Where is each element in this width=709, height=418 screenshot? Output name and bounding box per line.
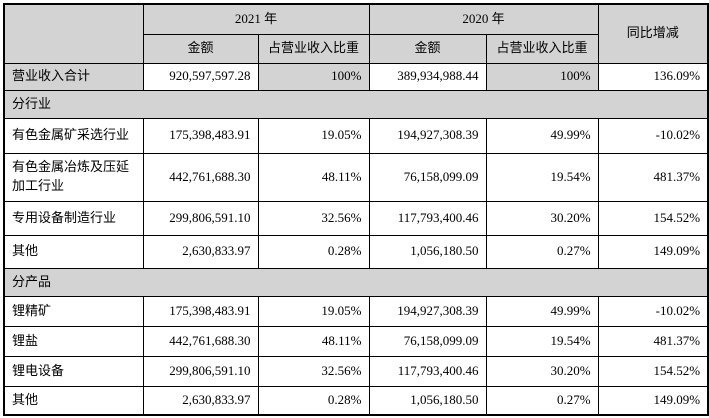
row-label: 有色金属矿采选行业 <box>3 117 144 154</box>
ratio-2021-cell: 48.11% <box>257 152 370 202</box>
year-2021-header: 2021 年 <box>142 3 370 35</box>
row-label: 其他 <box>3 234 144 269</box>
yoy-cell: 136.09% <box>597 62 709 91</box>
amount-2020-cell: 117,793,400.46 <box>368 200 487 236</box>
year-2020-header: 2020 年 <box>368 3 599 35</box>
ratio-2021-cell: 100% <box>257 62 370 91</box>
ratio-2020-cell: 30.20% <box>485 200 599 236</box>
amount-2021-cell: 2,630,833.97 <box>142 385 259 416</box>
yoy-cell: 481.37% <box>597 152 709 202</box>
table-row-equipment-industry: 专用设备制造行业 299,806,591.10 32.56% 117,793,4… <box>3 200 709 236</box>
corner-cell <box>3 3 144 64</box>
amount-2021-cell: 442,761,688.30 <box>142 152 259 202</box>
section-label: 分产品 <box>3 267 709 297</box>
amount-2020-cell: 117,793,400.46 <box>368 355 487 387</box>
ratio-2021-cell: 19.05% <box>257 117 370 154</box>
amount-2020-cell: 76,158,099.09 <box>368 325 487 357</box>
row-label: 专用设备制造行业 <box>3 200 144 236</box>
ratio-2020-cell: 19.54% <box>485 325 599 357</box>
amount-2020-cell: 194,927,308.39 <box>368 117 487 154</box>
amount-2020-cell: 1,056,180.50 <box>368 385 487 416</box>
ratio-2020-cell: 30.20% <box>485 355 599 387</box>
amount-2021-header: 金额 <box>142 33 259 64</box>
amount-2021-cell: 442,761,688.30 <box>142 325 259 357</box>
ratio-2021-cell: 19.05% <box>257 295 370 327</box>
amount-2020-cell: 194,927,308.39 <box>368 295 487 327</box>
ratio-2021-cell: 48.11% <box>257 325 370 357</box>
table-header-row-metrics: 金额 占营业收入比重 金额 占营业收入比重 <box>4 33 708 64</box>
row-label: 锂盐 <box>3 325 144 357</box>
row-label: 营业收入合计 <box>3 62 144 91</box>
amount-2021-cell: 2,630,833.97 <box>142 234 259 269</box>
table-row-mining-industry: 有色金属矿采选行业 175,398,483.91 19.05% 194,927,… <box>3 117 709 154</box>
yoy-change-header: 同比增减 <box>597 3 709 64</box>
ratio-2020-cell: 19.54% <box>485 152 599 202</box>
ratio-2020-cell: 49.99% <box>485 117 599 154</box>
ratio-2020-cell: 0.27% <box>485 385 599 416</box>
amount-2021-cell: 299,806,591.10 <box>142 355 259 387</box>
section-label: 分行业 <box>3 89 709 119</box>
table-row-lithium-battery-equipment: 锂电设备 299,806,591.10 32.56% 117,793,400.4… <box>3 355 709 387</box>
row-label: 锂精矿 <box>3 295 144 327</box>
table-row-lithium-concentrate: 锂精矿 175,398,483.91 19.05% 194,927,308.39… <box>3 295 709 327</box>
ratio-2020-cell: 49.99% <box>485 295 599 327</box>
section-row-by-industry: 分行业 <box>3 89 709 119</box>
amount-2021-cell: 920,597,597.28 <box>142 62 259 91</box>
ratio-2021-cell: 32.56% <box>257 355 370 387</box>
ratio-2021-cell: 32.56% <box>257 200 370 236</box>
table-row-total-revenue: 营业收入合计 920,597,597.28 100% 389,934,988.4… <box>3 62 709 91</box>
row-label: 其他 <box>3 385 144 416</box>
yoy-cell: 149.09% <box>597 385 709 416</box>
ratio-2020-cell: 0.27% <box>485 234 599 269</box>
yoy-cell: 481.37% <box>597 325 709 357</box>
yoy-cell: 154.52% <box>597 200 709 236</box>
ratio-2021-header: 占营业收入比重 <box>257 33 370 64</box>
yoy-cell: 149.09% <box>597 234 709 269</box>
ratio-2020-header: 占营业收入比重 <box>485 33 599 64</box>
row-label: 锂电设备 <box>3 355 144 387</box>
ratio-2021-cell: 0.28% <box>257 234 370 269</box>
table-row-other-industry: 其他 2,630,833.97 0.28% 1,056,180.50 0.27%… <box>3 234 709 269</box>
amount-2020-cell: 1,056,180.50 <box>368 234 487 269</box>
amount-2021-cell: 299,806,591.10 <box>142 200 259 236</box>
amount-2021-cell: 175,398,483.91 <box>142 117 259 154</box>
table-header-row-years: 2021 年 2020 年 同比增减 <box>3 3 709 64</box>
ratio-2020-cell: 100% <box>485 62 599 91</box>
table-row-lithium-salt: 锂盐 442,761,688.30 48.11% 76,158,099.09 1… <box>3 325 709 357</box>
row-label: 有色金属冶炼及压延加工行业 <box>3 152 144 202</box>
ratio-2021-cell: 0.28% <box>257 385 370 416</box>
amount-2020-cell: 389,934,988.44 <box>368 62 487 91</box>
yoy-cell: -10.02% <box>597 117 709 154</box>
amount-2020-cell: 76,158,099.09 <box>368 152 487 202</box>
section-row-by-product: 分产品 <box>3 267 709 297</box>
yoy-cell: -10.02% <box>597 295 709 327</box>
amount-2020-header: 金额 <box>368 33 487 64</box>
yoy-cell: 154.52% <box>597 355 709 387</box>
revenue-breakdown-table: 2021 年 2020 年 同比增减 金额 占营业收入比重 金额 占营业收入比重… <box>3 3 709 416</box>
table-row-other-product: 其他 2,630,833.97 0.28% 1,056,180.50 0.27%… <box>3 385 709 416</box>
amount-2021-cell: 175,398,483.91 <box>142 295 259 327</box>
table-row-smelting-industry: 有色金属冶炼及压延加工行业 442,761,688.30 48.11% 76,1… <box>3 152 709 202</box>
